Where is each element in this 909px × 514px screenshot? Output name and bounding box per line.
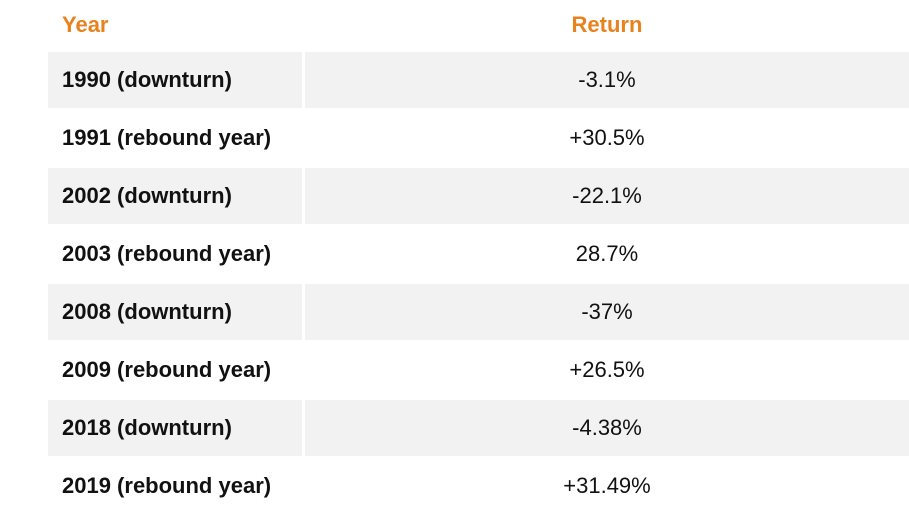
return-cell: -22.1%	[305, 168, 909, 224]
return-cell: +31.49%	[563, 473, 651, 498]
year-cell: 1991 (rebound year)	[62, 125, 272, 150]
return-cell: -4.38%	[305, 400, 909, 456]
year-cell: 1990 (downturn)	[48, 52, 302, 108]
year-cell: 2009 (rebound year)	[62, 357, 272, 382]
year-cell: 2018 (downturn)	[48, 400, 302, 456]
year-cell: 2019 (rebound year)	[62, 473, 272, 498]
return-cell: +30.5%	[569, 125, 645, 150]
year-cell: 2008 (downturn)	[48, 284, 302, 340]
header-return: Return	[571, 12, 643, 37]
return-cell: +26.5%	[569, 357, 645, 382]
return-cell: 28.7%	[575, 241, 639, 266]
return-cell: -3.1%	[305, 52, 909, 108]
year-cell: 2002 (downturn)	[48, 168, 302, 224]
year-cell: 2003 (rebound year)	[62, 241, 272, 266]
header-year: Year	[62, 12, 109, 37]
return-cell: -37%	[305, 284, 909, 340]
